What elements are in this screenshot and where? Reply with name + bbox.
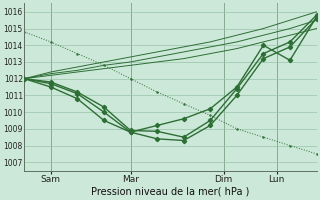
X-axis label: Pression niveau de la mer( hPa ): Pression niveau de la mer( hPa ): [91, 187, 250, 197]
